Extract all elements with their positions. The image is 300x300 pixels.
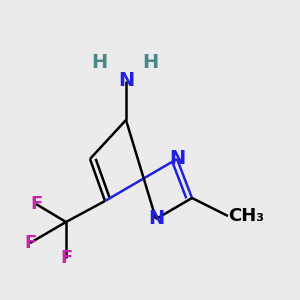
Text: F: F xyxy=(60,249,72,267)
Text: N: N xyxy=(148,209,164,229)
Text: N: N xyxy=(118,71,134,91)
Text: F: F xyxy=(24,234,36,252)
Text: N: N xyxy=(169,149,185,169)
Text: F: F xyxy=(30,195,42,213)
Text: CH₃: CH₃ xyxy=(228,207,264,225)
Text: H: H xyxy=(91,53,107,73)
Text: H: H xyxy=(142,53,158,73)
